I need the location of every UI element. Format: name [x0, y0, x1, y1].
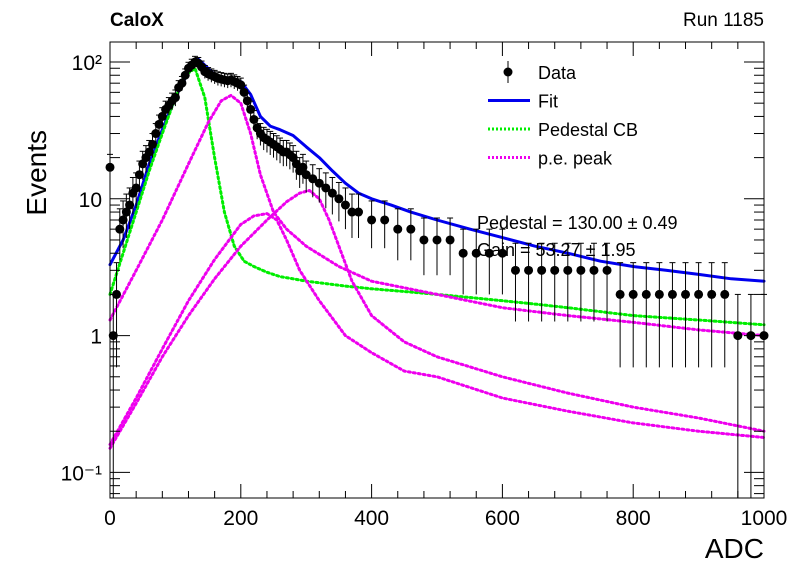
- legend-label: Data: [538, 63, 577, 83]
- data-point: [497, 248, 507, 258]
- data-point: [458, 248, 468, 258]
- data-point: [563, 265, 573, 275]
- data-point: [510, 265, 520, 275]
- y-tick-label: 10⁻¹: [61, 462, 102, 485]
- series-p-e-peak: [108, 93, 766, 338]
- data-point: [654, 289, 664, 299]
- legend-label: p.e. peak: [538, 149, 613, 169]
- data-point: [327, 188, 337, 198]
- data-point: [419, 235, 429, 245]
- data-point: [367, 215, 377, 225]
- y-tick-label: 10²: [72, 52, 102, 75]
- y-axis-label: Events: [21, 130, 52, 216]
- data-point: [733, 331, 743, 341]
- data-point: [180, 70, 190, 80]
- x-tick-label: 600: [485, 507, 520, 530]
- data-point: [314, 178, 324, 188]
- x-tick-label: 200: [223, 507, 258, 530]
- series-p-e-peak: [108, 212, 766, 446]
- data-point: [131, 183, 141, 193]
- y-tick-label: 1: [90, 326, 102, 349]
- series-p-e-peak: [108, 189, 766, 450]
- data-point: [406, 224, 416, 234]
- fit-results: Pedestal = 130.00 ± 0.49 Gain = 53.27 ± 1…: [477, 213, 678, 260]
- x-axis-label: ADC: [705, 533, 764, 564]
- data-point: [537, 265, 547, 275]
- data-point: [550, 265, 560, 275]
- data-point: [298, 162, 308, 172]
- y-tick-label: 10: [79, 189, 102, 212]
- legend-label: Fit: [538, 92, 558, 112]
- data-point: [170, 93, 180, 103]
- data-point: [308, 174, 318, 184]
- data-point: [334, 194, 344, 204]
- data-point: [177, 78, 187, 88]
- data-point: [347, 207, 357, 217]
- data-point: [667, 289, 677, 299]
- data-point: [148, 139, 158, 149]
- data-point: [589, 265, 599, 275]
- x-tick-label: 0: [104, 507, 116, 530]
- data-point: [246, 104, 256, 114]
- data-point: [249, 114, 259, 124]
- data-point: [641, 289, 651, 299]
- experiment-label: CaloX: [110, 10, 164, 31]
- data-point: [340, 200, 350, 210]
- data-point: [157, 111, 167, 121]
- data-point: [432, 235, 442, 245]
- data-point: [471, 248, 481, 258]
- data-point: [242, 96, 252, 106]
- run-label: Run 1185: [683, 10, 764, 31]
- data-point: [707, 289, 717, 299]
- legend-swatch-marker: [503, 67, 513, 77]
- data-point: [602, 265, 612, 275]
- fit-result-text: Gain = 53.27 ± 1.95: [477, 240, 636, 260]
- data-point: [681, 289, 691, 299]
- data-point: [380, 215, 390, 225]
- data-point: [151, 129, 161, 139]
- legend-label: Pedestal CB: [538, 120, 638, 140]
- data-layer: [105, 55, 769, 498]
- plot-frame: [109, 41, 765, 499]
- data-point: [628, 289, 638, 299]
- x-tick-label: 400: [354, 507, 389, 530]
- data-point: [239, 87, 249, 97]
- data-point: [576, 265, 586, 275]
- x-tick-label: 800: [616, 507, 651, 530]
- data-point: [393, 224, 403, 234]
- data-point: [154, 119, 164, 129]
- data-point: [524, 265, 534, 275]
- data-point: [720, 289, 730, 299]
- data-point: [354, 207, 364, 217]
- data-point: [301, 170, 311, 180]
- data-point: [125, 200, 135, 210]
- data-point: [694, 289, 704, 299]
- data-point: [484, 248, 494, 258]
- data-point: [118, 215, 128, 225]
- axes-layer: 0 200 400 600 800 1000 10⁻¹ 1 10 10²: [61, 42, 788, 530]
- data-point: [321, 183, 331, 193]
- data-point: [121, 207, 131, 217]
- data-point: [445, 235, 455, 245]
- data-point: [615, 289, 625, 299]
- data-point: [134, 170, 144, 180]
- data-point: [236, 80, 246, 90]
- x-tick-label: 1000: [741, 507, 788, 530]
- data-point: [144, 147, 154, 157]
- legend: Data Fit Pedestal CB p.e. peak: [488, 61, 638, 169]
- fit-result-text: Pedestal = 130.00 ± 0.49: [477, 213, 678, 233]
